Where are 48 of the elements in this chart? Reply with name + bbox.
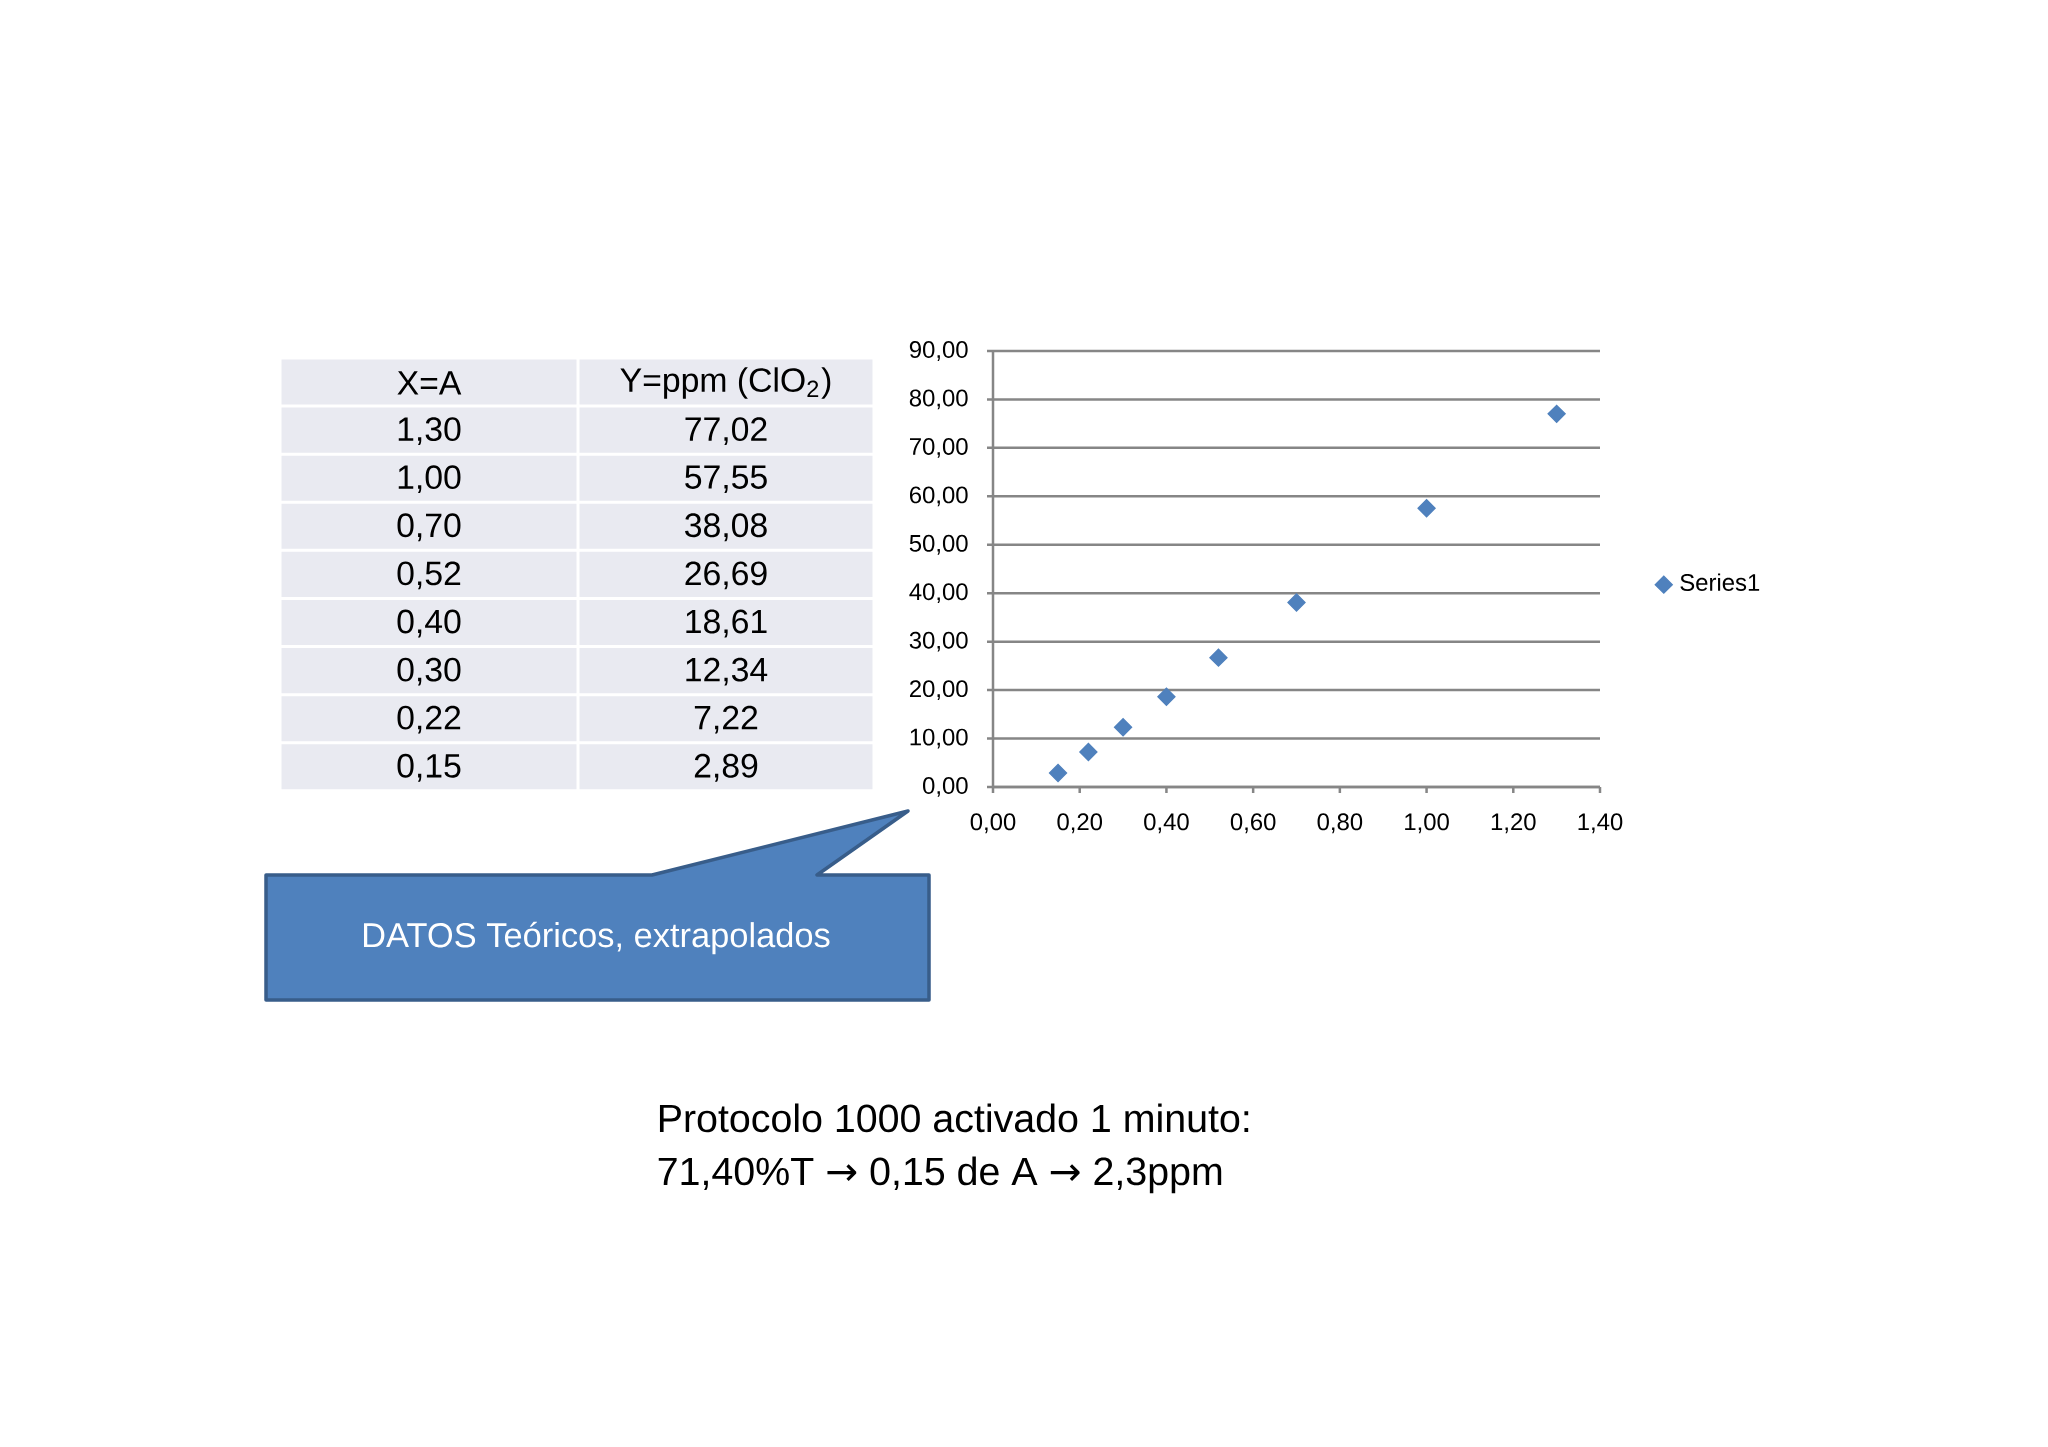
x-tick-label: 0,80 [1317, 813, 1363, 834]
text: 2,89 [694, 753, 758, 782]
text: X=A [397, 371, 462, 395]
text: 0,30 [397, 657, 461, 686]
y-tick-label: 30,00 [909, 631, 968, 652]
text: 0,70 [397, 513, 461, 542]
text: 38,08 [685, 513, 767, 542]
point [1287, 593, 1306, 612]
x-tick-label: 1,40 [1578, 813, 1623, 834]
y-tick-label: 10,00 [910, 728, 968, 749]
text: 1,30 [398, 417, 461, 446]
text: 12,34 [686, 657, 768, 686]
point [1113, 718, 1133, 737]
text: 77,02 [685, 417, 767, 446]
x-tick-label: 0,40 [1144, 813, 1189, 834]
y-tick-label: 0,00 [923, 777, 968, 797]
y-tick-label: 80,00 [909, 389, 968, 410]
text: 0,52 [397, 561, 461, 590]
text: 71,40%T → 0,15 de A → 2,3ppm [658, 1156, 1222, 1194]
text: 57,55 [685, 465, 767, 493]
y-tick-label: 60,00 [909, 486, 968, 507]
y-tick-label: 50,00 [909, 534, 968, 555]
text: 18,61 [686, 609, 767, 638]
y-tick-label: 20,00 [909, 680, 968, 700]
point [1048, 763, 1068, 783]
legend-label: Series1 [1680, 573, 1760, 591]
x-tick-label: 1,00 [1405, 813, 1449, 834]
text: 1,00 [398, 465, 461, 494]
x-tick-label: 1,20 [1491, 813, 1536, 834]
x-tick-label: 0,00 [970, 813, 1016, 834]
text: 7,22 [694, 705, 758, 734]
point [1209, 648, 1228, 667]
text: DATOS Teóricos, extrapolados [363, 921, 830, 955]
x-tick-label: 0,60 [1230, 813, 1276, 834]
y-tick-label: 40,00 [909, 583, 968, 604]
text: Y=ppm (ClO$_{2}$) [620, 367, 831, 399]
text: 0,22 [397, 705, 461, 734]
y-tick-label: 90,00 [909, 341, 968, 361]
text: 0,40 [397, 609, 461, 638]
text: 26,69 [685, 561, 767, 590]
text: 0,15 [397, 753, 461, 782]
point [1079, 742, 1098, 762]
text: Protocolo 1000 activado 1 minuto: [659, 1103, 1249, 1133]
point [1547, 404, 1566, 424]
point [1157, 687, 1176, 706]
y-tick-label: 70,00 [909, 438, 968, 458]
point [1417, 499, 1436, 518]
x-tick-label: 0,20 [1057, 813, 1103, 834]
